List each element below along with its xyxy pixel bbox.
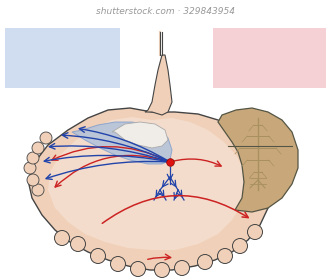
Circle shape (27, 152, 39, 164)
Circle shape (90, 249, 106, 263)
Circle shape (232, 239, 248, 253)
Circle shape (32, 142, 44, 154)
Circle shape (155, 263, 169, 277)
Circle shape (40, 132, 52, 144)
Circle shape (71, 237, 85, 251)
FancyBboxPatch shape (5, 28, 120, 88)
Circle shape (174, 260, 190, 276)
Circle shape (111, 256, 125, 272)
FancyBboxPatch shape (213, 28, 326, 88)
Circle shape (198, 255, 213, 269)
Circle shape (32, 184, 44, 196)
Polygon shape (112, 122, 168, 148)
Circle shape (248, 225, 262, 239)
Polygon shape (28, 108, 272, 270)
Polygon shape (218, 108, 298, 212)
Circle shape (27, 174, 39, 186)
Text: shutterstock.com · 329843954: shutterstock.com · 329843954 (96, 6, 234, 15)
Circle shape (217, 249, 232, 263)
Circle shape (55, 230, 70, 246)
Polygon shape (48, 117, 246, 250)
Polygon shape (72, 122, 172, 164)
Circle shape (130, 262, 146, 277)
Circle shape (24, 162, 36, 174)
Polygon shape (145, 55, 172, 115)
